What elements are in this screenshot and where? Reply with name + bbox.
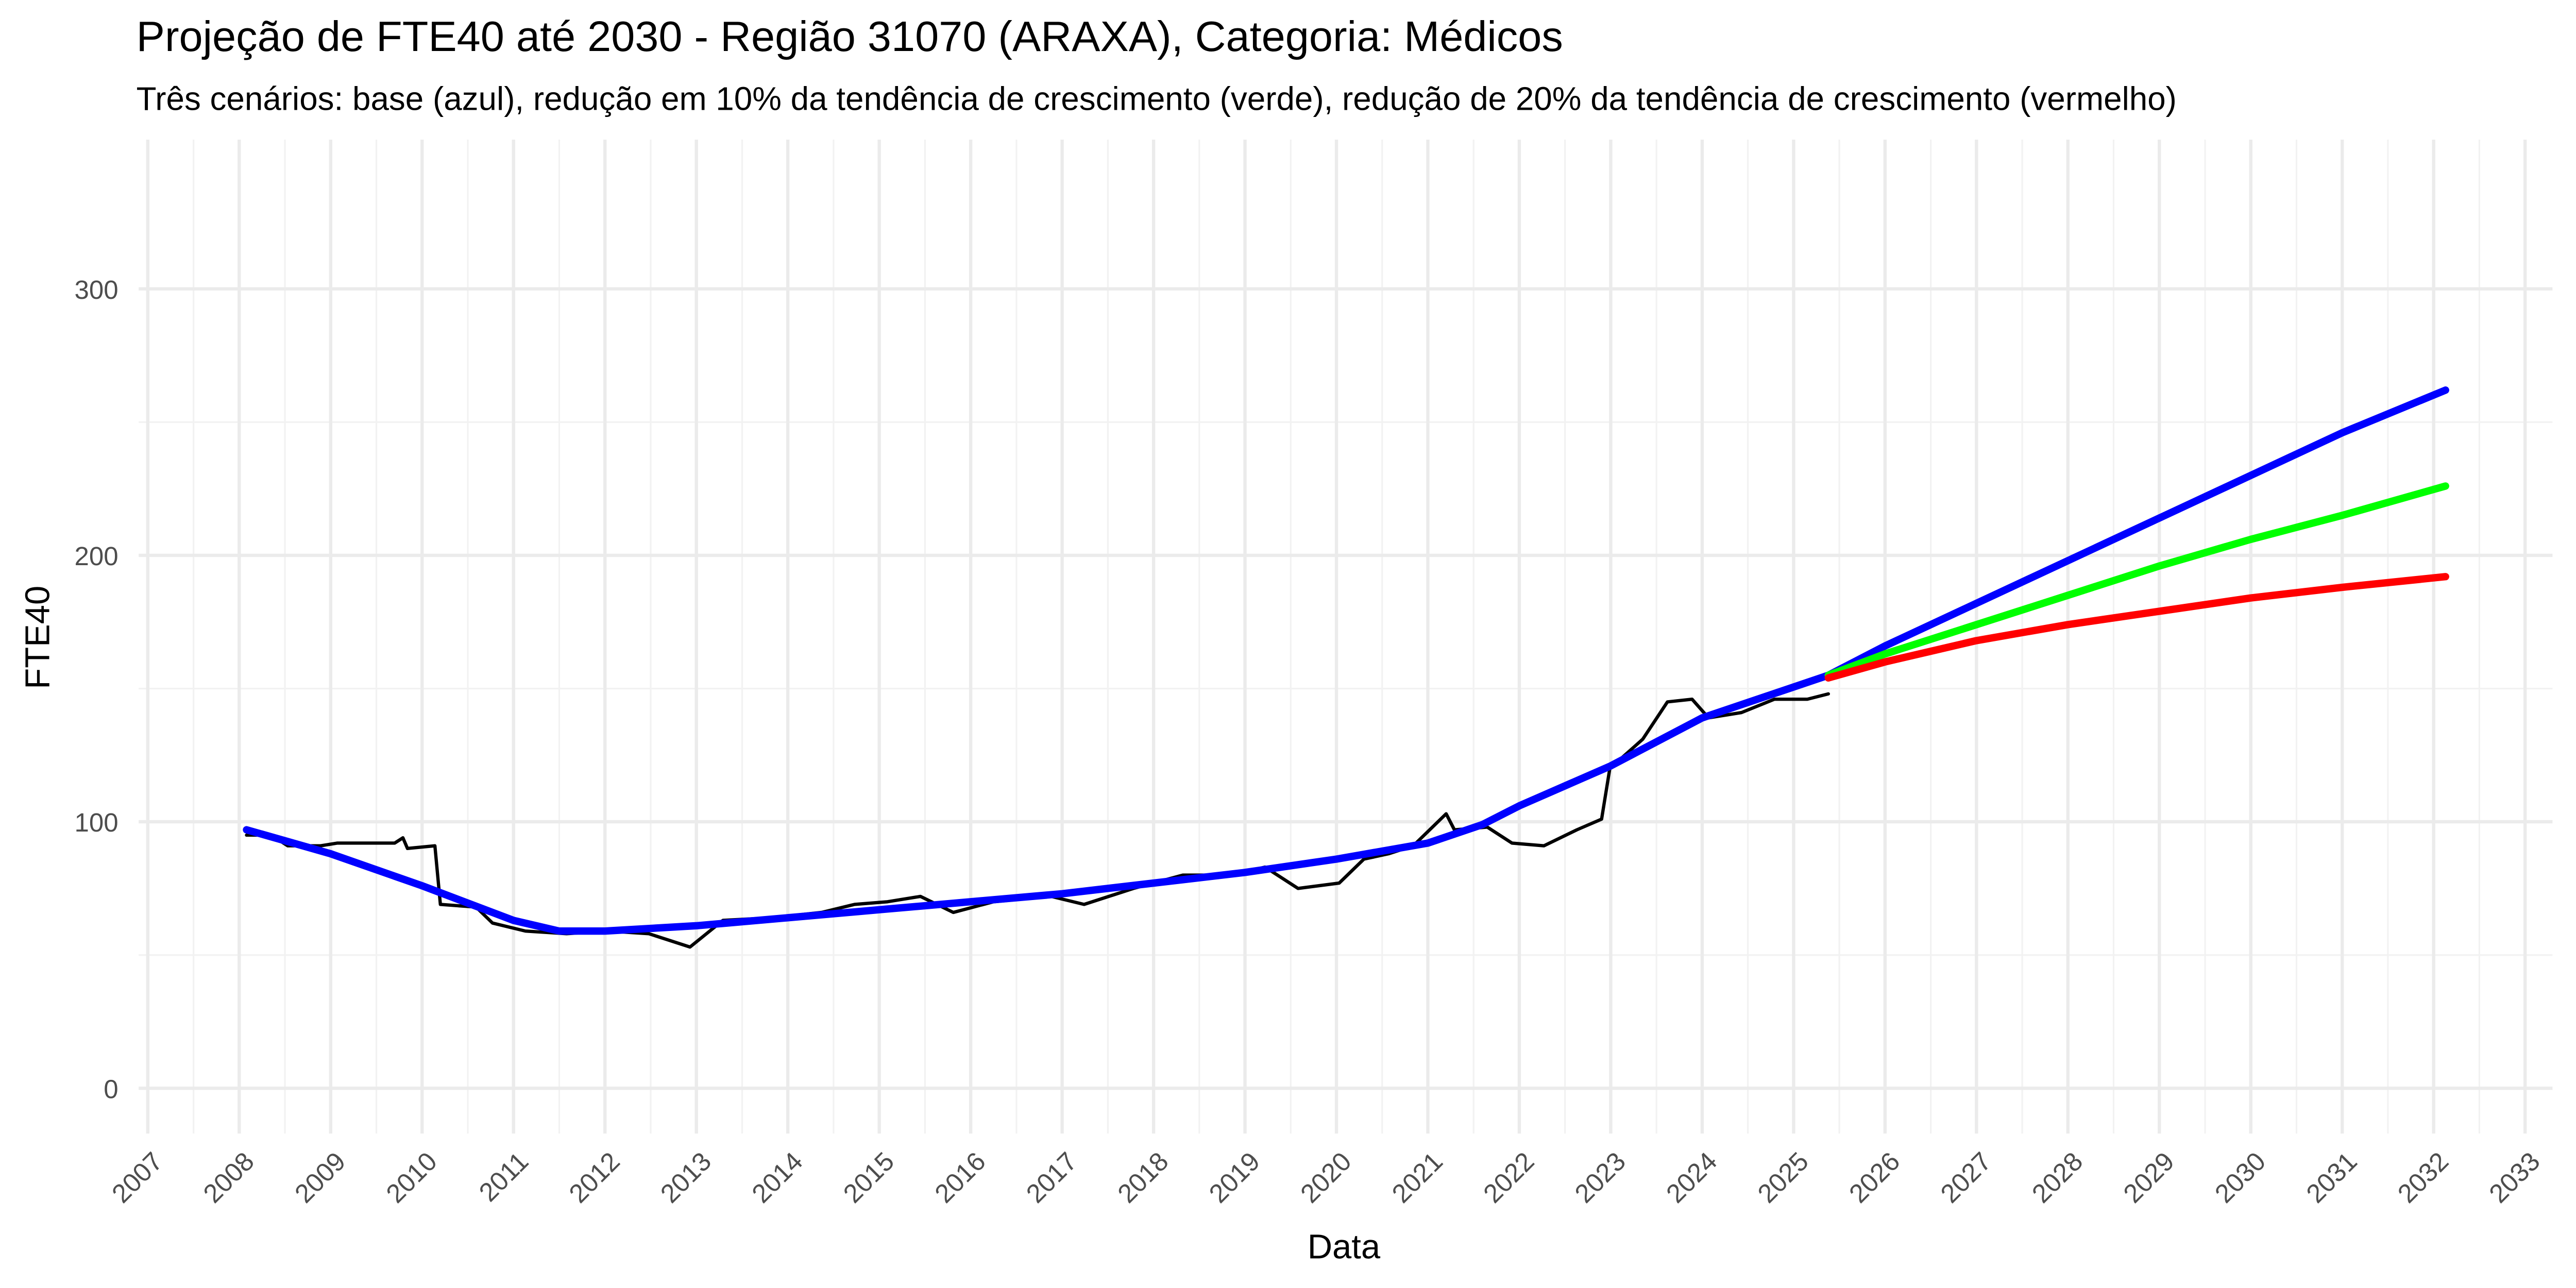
x-tick-label: 2028 (2026, 1146, 2089, 1209)
series-line (1824, 573, 2449, 682)
x-tick-label: 2029 (2117, 1146, 2180, 1209)
x-tick-label: 2031 (2300, 1146, 2363, 1209)
x-tick-label: 2013 (655, 1146, 717, 1209)
chart-subtitle: Três cenários: base (azul), redução em 1… (137, 80, 2177, 117)
x-tick-label: 2024 (1660, 1146, 1723, 1209)
x-tick-label: 2023 (1569, 1146, 1632, 1209)
x-tick-label: 2026 (1843, 1146, 1906, 1209)
x-tick-label: 2030 (2209, 1146, 2272, 1209)
y-tick-label: 300 (74, 275, 118, 304)
x-tick-label: 2022 (1478, 1146, 1540, 1209)
plot-area (243, 386, 2449, 949)
chart-title: Projeção de FTE40 até 2030 - Região 3107… (137, 12, 1563, 60)
x-tick-label: 2017 (1021, 1146, 1083, 1209)
x-tick-label: 2032 (2392, 1146, 2454, 1209)
x-axis-label: Data (1308, 1228, 1381, 1266)
x-tick-label: 2021 (1386, 1146, 1449, 1209)
y-tick-label: 0 (104, 1074, 118, 1104)
y-axis-label: FTE40 (19, 586, 57, 689)
series-line (245, 692, 1831, 949)
series-line (243, 386, 2449, 935)
x-tick-label: 2007 (106, 1146, 168, 1209)
x-tick-label: 2009 (289, 1146, 351, 1209)
x-tick-label: 2010 (380, 1146, 443, 1209)
x-tick-label: 2027 (1935, 1146, 1997, 1209)
grid (139, 140, 2553, 1134)
x-tick-label: 2008 (197, 1146, 260, 1209)
x-tick-label: 2014 (746, 1146, 808, 1209)
y-tick-label: 100 (74, 808, 118, 837)
x-tick-label: 2033 (2483, 1146, 2546, 1209)
x-tick-label: 2015 (838, 1146, 900, 1209)
x-tick-label: 2018 (1112, 1146, 1174, 1209)
series-line (1824, 482, 2449, 679)
x-tick-label: 2016 (929, 1146, 991, 1209)
x-tick-label: 2020 (1295, 1146, 1357, 1209)
x-tick-label: 2019 (1204, 1146, 1266, 1209)
x-tick-label: 2012 (563, 1146, 625, 1209)
y-tick-label: 200 (74, 541, 118, 571)
x-tick-label: 2011 (473, 1146, 534, 1207)
x-tick-label: 2025 (1752, 1146, 1814, 1209)
